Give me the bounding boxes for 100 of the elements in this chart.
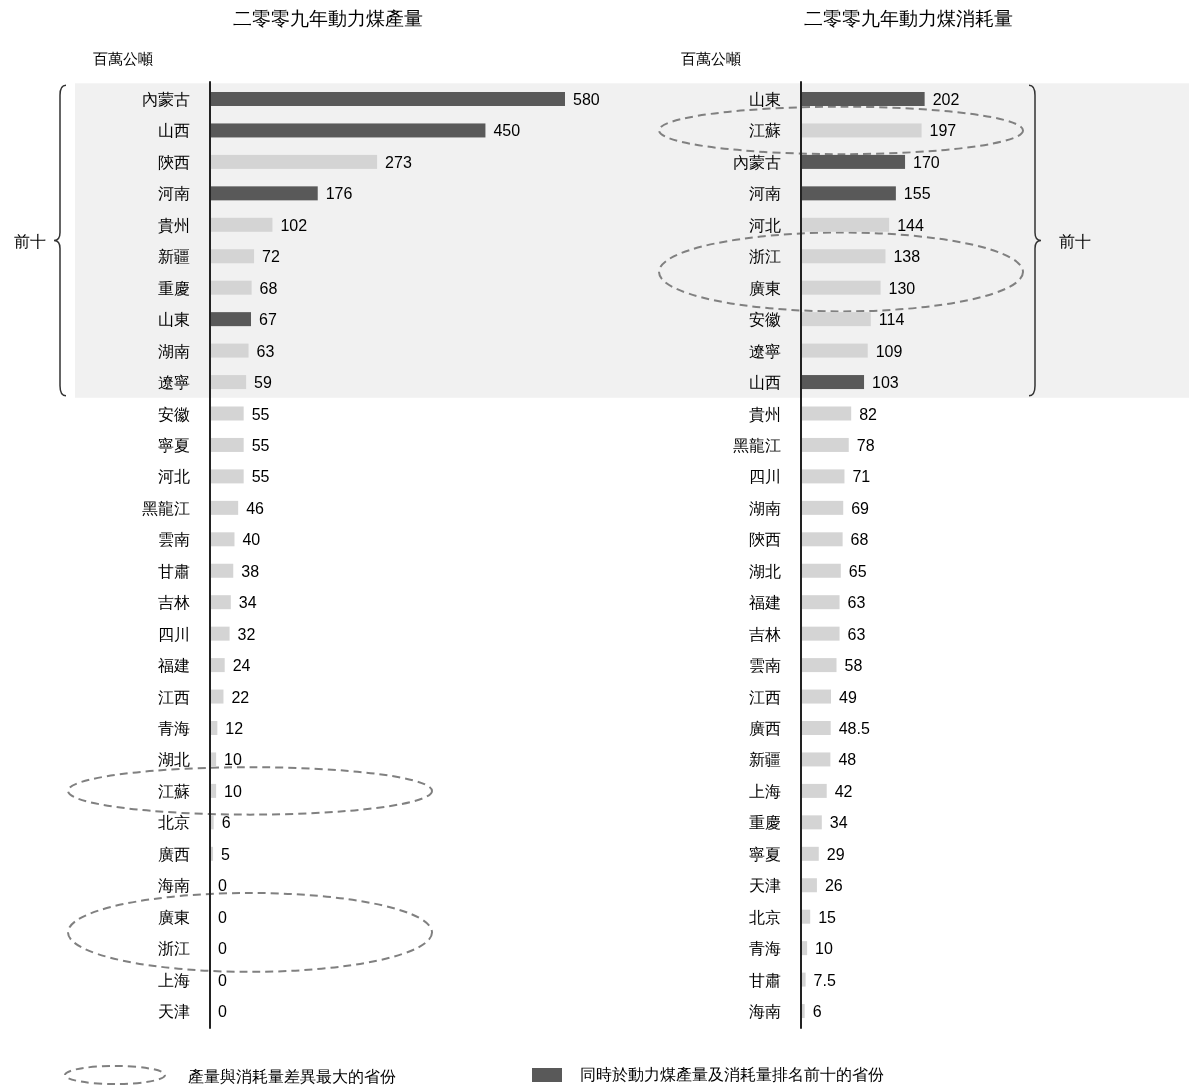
y-tick-label: 福建 [158, 656, 190, 676]
data-label: 114 [878, 311, 905, 329]
data-label: 59 [254, 374, 273, 392]
data-label: 10 [815, 940, 834, 958]
bar [801, 312, 871, 327]
data-label: 46 [246, 499, 265, 517]
bar [801, 437, 849, 452]
bar [210, 658, 225, 673]
data-label: 48 [838, 751, 857, 769]
y-tick-label: 安徽 [158, 404, 190, 424]
data-label: 78 [856, 436, 875, 454]
data-label: 63 [847, 625, 866, 643]
y-tick-label: 吉林 [158, 593, 190, 613]
y-tick-label: 廣西 [749, 719, 781, 738]
y-tick-label: 山西 [749, 373, 781, 393]
y-tick-label: 浙江 [749, 247, 781, 267]
y-tick-label: 黑龍江 [733, 435, 781, 455]
y-tick-label: 黑龍江 [142, 498, 190, 518]
text: 同時於動力煤產量及消耗量排名前十的省份 [580, 1065, 884, 1084]
y-tick-label: 河南 [158, 184, 190, 204]
bar [210, 626, 230, 641]
bar [801, 92, 925, 106]
data-label: 0 [218, 1003, 227, 1021]
data-label: 22 [231, 688, 250, 706]
y-tick-label: 天津 [158, 1002, 190, 1022]
data-label: 48.5 [838, 720, 870, 737]
y-tick-label: 寧夏 [158, 435, 190, 455]
data-label: 0 [218, 971, 227, 989]
bar [801, 721, 831, 735]
y-tick-label: 安徽 [749, 310, 781, 330]
band-label: 前十 [1059, 231, 1091, 251]
data-label: 40 [242, 531, 261, 549]
bar [801, 878, 817, 893]
y-tick-label: 雲南 [158, 530, 190, 550]
y-tick-label: 福建 [749, 593, 781, 613]
data-label: 155 [903, 185, 931, 203]
data-label: 15 [818, 908, 837, 926]
data-label: 49 [838, 688, 857, 706]
bar [210, 186, 318, 201]
data-label: 55 [251, 468, 270, 486]
data-label: 12 [225, 720, 244, 737]
bar [801, 658, 837, 673]
data-label: 72 [262, 248, 280, 266]
y-tick-label: 河北 [158, 467, 190, 487]
y-tick-label: 吉林 [749, 624, 781, 644]
y-tick-label: 江蘇 [749, 121, 781, 141]
bar [801, 532, 843, 547]
y-tick-label: 北京 [749, 907, 781, 927]
bar [210, 375, 247, 390]
y-tick-label: 湖南 [749, 498, 781, 518]
y-tick-label: 貴州 [749, 404, 781, 424]
data-label: 68 [850, 531, 869, 549]
y-tick-label: 海南 [749, 1002, 781, 1022]
y-tick-label: 湖南 [158, 341, 190, 361]
y-tick-label: 天津 [749, 876, 781, 896]
bar [801, 406, 852, 421]
data-label: 6 [221, 814, 231, 832]
bar [210, 532, 235, 547]
bar [801, 469, 845, 484]
data-label: 29 [826, 845, 845, 863]
data-label: 0 [218, 940, 227, 958]
y-tick-label: 四川 [158, 624, 190, 644]
data-label: 69 [851, 499, 870, 517]
y-tick-label: 甘肅 [749, 970, 781, 990]
y-tick-label: 上海 [158, 970, 190, 990]
y-tick-label: 北京 [158, 813, 190, 833]
data-label: 6 [812, 1003, 822, 1021]
bar [801, 343, 868, 358]
y-tick-label: 湖北 [749, 561, 781, 581]
bar [210, 92, 565, 106]
data-label: 63 [847, 594, 866, 612]
data-label: 7.5 [813, 971, 836, 989]
bar [801, 815, 822, 830]
data-label: 130 [888, 279, 916, 297]
x-axis-title: 百萬公噸 [681, 50, 741, 68]
data-label: 102 [280, 216, 308, 234]
y-tick-label: 新疆 [158, 247, 190, 267]
data-label: 202 [932, 91, 960, 108]
y-tick-label: 湖北 [158, 750, 190, 770]
y-tick-label: 廣西 [158, 844, 190, 864]
bar [210, 595, 231, 610]
chart-title: 二零零九年動力煤產量 [233, 7, 423, 29]
data-label: 58 [844, 657, 863, 675]
data-label: 55 [251, 436, 270, 454]
data-label: 55 [251, 405, 270, 423]
data-label: 82 [859, 405, 878, 423]
y-tick-label: 廣東 [158, 907, 190, 927]
data-label: 0 [218, 908, 227, 926]
data-label: 176 [325, 185, 353, 203]
y-tick-label: 陝西 [749, 530, 781, 550]
data-label: 197 [929, 122, 957, 140]
y-tick-label: 寧夏 [749, 844, 781, 864]
bar [801, 563, 841, 578]
data-label: 42 [834, 782, 853, 800]
bar [210, 154, 378, 169]
data-label: 109 [875, 342, 903, 360]
data-label: 580 [573, 91, 600, 108]
y-tick-label: 江西 [749, 687, 781, 707]
bar [801, 500, 844, 515]
data-label: 24 [232, 657, 251, 675]
